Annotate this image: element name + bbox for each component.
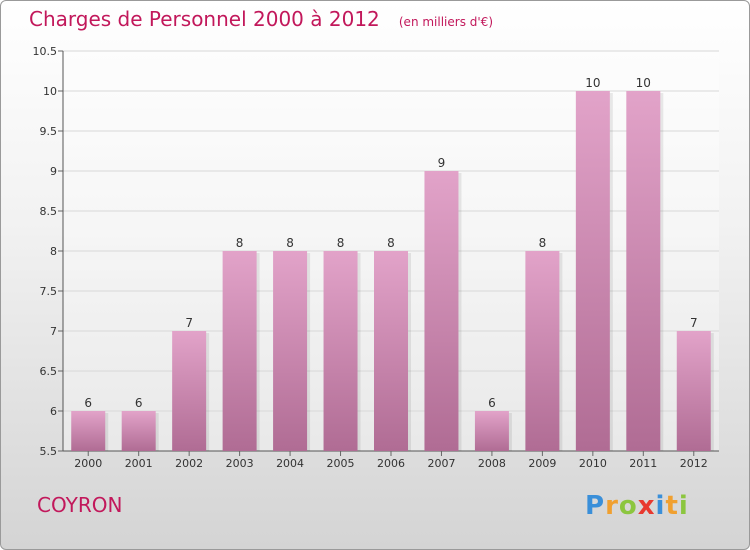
y-tick-label: 6 [50, 405, 57, 418]
y-tick-label: 8.5 [40, 205, 58, 218]
bar [273, 251, 308, 451]
x-tick-label: 2011 [629, 457, 657, 470]
x-tick-label: 2012 [680, 457, 708, 470]
data-label: 9 [438, 156, 446, 170]
y-tick-label: 9 [50, 165, 57, 178]
x-tick-label: 2002 [175, 457, 203, 470]
bar [676, 331, 711, 451]
place-name: COYRON [37, 493, 123, 517]
x-tick-label: 2001 [125, 457, 153, 470]
x-tick-label: 2005 [327, 457, 355, 470]
data-label: 7 [690, 316, 698, 330]
x-tick-label: 2009 [528, 457, 556, 470]
y-tick-label: 10 [43, 85, 57, 98]
x-tick-label: 2004 [276, 457, 304, 470]
bar [222, 251, 257, 451]
x-tick-label: 2007 [427, 457, 455, 470]
y-tick-label: 8 [50, 245, 57, 258]
chart-title: Charges de Personnel 2000 à 2012 [29, 7, 380, 31]
title-row: Charges de Personnel 2000 à 2012 (en mil… [29, 7, 493, 31]
x-tick-label: 2006 [377, 457, 405, 470]
data-label: 6 [84, 396, 92, 410]
data-label: 6 [488, 396, 496, 410]
bar [525, 251, 560, 451]
data-label: 8 [236, 236, 244, 250]
y-tick-label: 7.5 [40, 285, 58, 298]
chart-subtitle: (en milliers d'€) [398, 15, 493, 29]
bar [121, 411, 156, 451]
data-label: 8 [539, 236, 547, 250]
bar [71, 411, 106, 451]
bars [71, 91, 714, 451]
data-label: 8 [387, 236, 395, 250]
data-label: 10 [585, 76, 600, 90]
y-tick-label: 9.5 [40, 125, 58, 138]
data-label: 6 [135, 396, 143, 410]
bar [474, 411, 509, 451]
bar [323, 251, 358, 451]
bar [172, 331, 207, 451]
bar [575, 91, 610, 451]
labels: 5.5 6 6.5 7 7.5 8 8.5 9 9.5 10 10.5 2000 6 2001 6 2002 7… [33, 45, 708, 470]
y-tick-label: 10.5 [33, 45, 58, 58]
y-tick-label: 6.5 [40, 365, 58, 378]
bar [424, 171, 459, 451]
data-label: 10 [636, 76, 651, 90]
data-label: 8 [337, 236, 345, 250]
data-label: 7 [185, 316, 193, 330]
bar [374, 251, 408, 451]
x-tick-label: 2003 [226, 457, 254, 470]
y-tick-label: 7 [50, 325, 57, 338]
x-tick-label: 2010 [579, 457, 607, 470]
x-tick-label: 2008 [478, 457, 506, 470]
proxiti-logo[interactable]: Proxiti [585, 491, 689, 521]
bar [626, 91, 661, 451]
x-tick-label: 2000 [74, 457, 102, 470]
data-label: 8 [286, 236, 294, 250]
y-tick-label: 5.5 [40, 445, 58, 458]
